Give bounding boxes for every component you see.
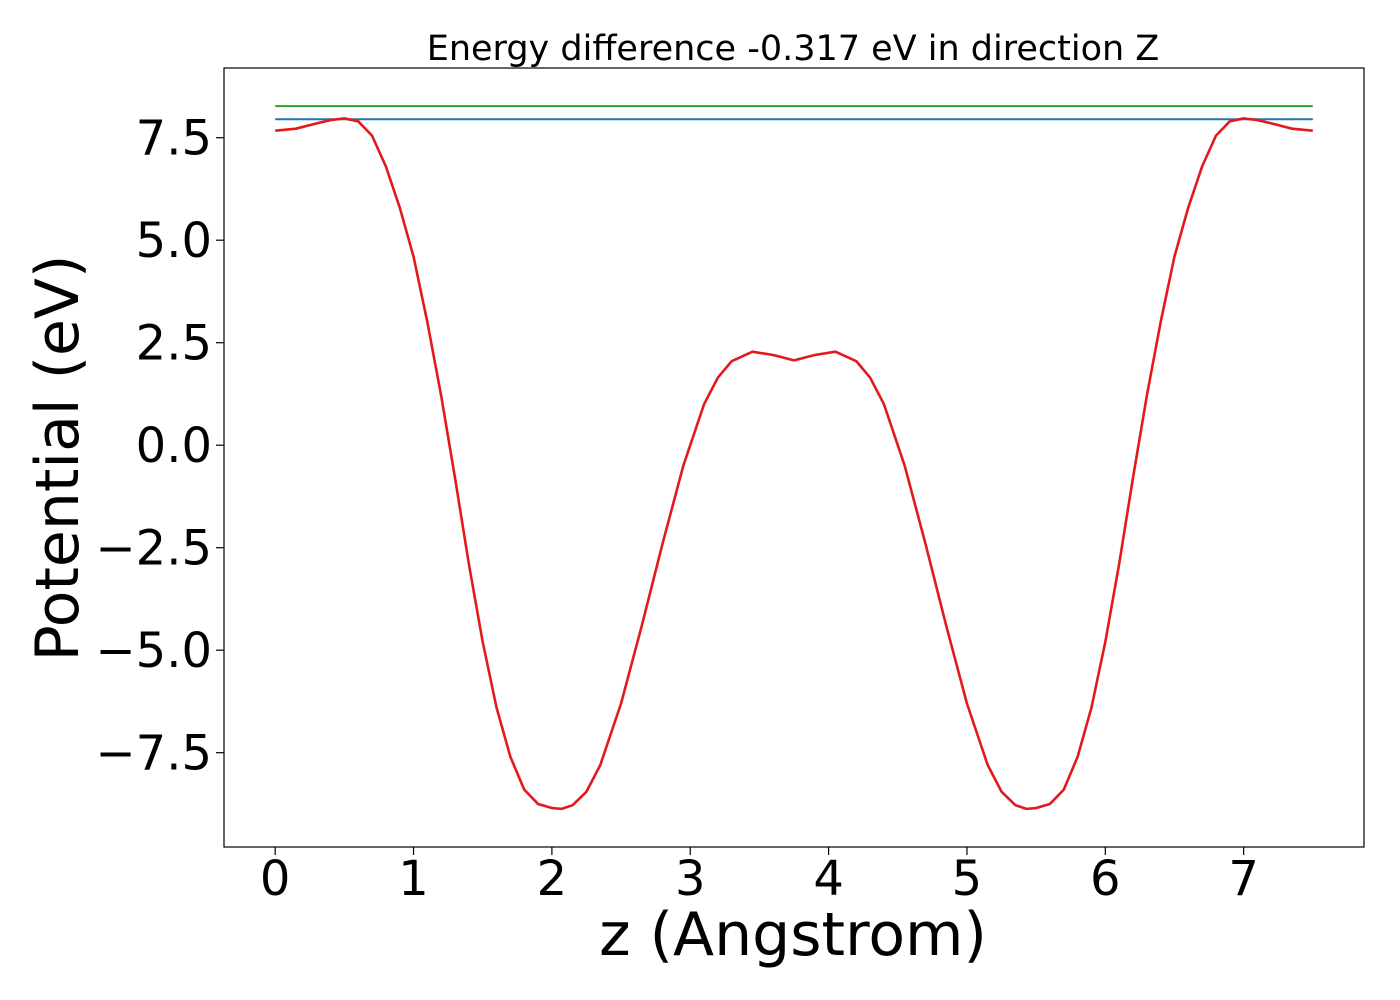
y-tick-label: −5.0: [95, 623, 212, 679]
x-tick-label: 1: [398, 851, 429, 907]
x-tick-label: 3: [675, 851, 706, 907]
x-tick-label: 6: [1090, 851, 1121, 907]
x-tick-label: 4: [813, 851, 844, 907]
y-tick-label: 2.5: [136, 316, 212, 372]
y-tick-label: −7.5: [95, 726, 212, 782]
y-tick-label: 0.0: [136, 418, 212, 474]
y-tick-label: −2.5: [95, 521, 212, 577]
plot-frame: [223, 67, 1365, 848]
y-axis-label: Potential (eV): [23, 255, 93, 662]
chart-title: Energy difference -0.317 eV in direction…: [427, 29, 1160, 69]
y-tick-label: 7.5: [136, 111, 212, 167]
x-axis-label: z (Angstrom): [599, 900, 987, 970]
potential-curve: [275, 117, 1313, 811]
x-tick-label: 5: [952, 851, 983, 907]
x-axis: 0 1 2 3 4 5 6 7: [260, 847, 1259, 907]
y-axis: 7.5 5.0 2.5 0.0 −2.5 −5.0 −7.5: [95, 111, 224, 782]
y-tick-label: 5.0: [136, 213, 212, 269]
x-tick-label: 0: [260, 851, 291, 907]
x-tick-label: 2: [537, 851, 568, 907]
x-tick-label: 7: [1228, 851, 1259, 907]
series-layer: [275, 105, 1313, 811]
